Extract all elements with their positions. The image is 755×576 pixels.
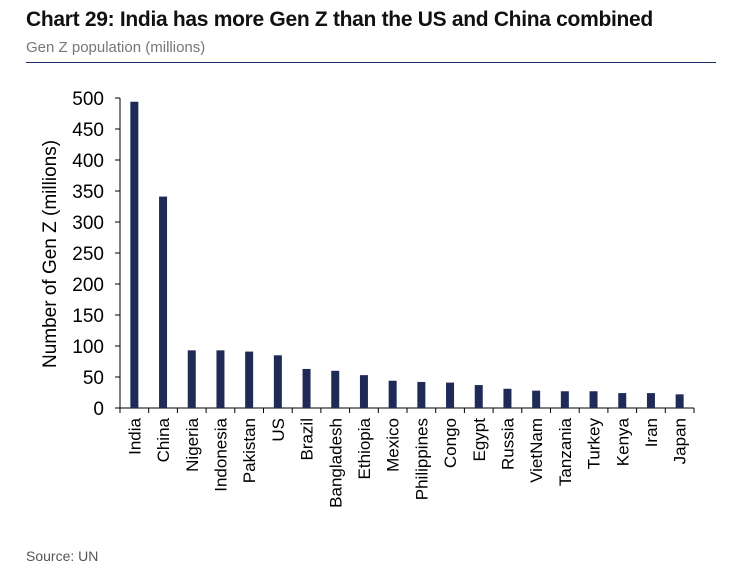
x-tick-label: Nigeria [183,417,202,471]
x-tick-label: Kenya [613,417,632,466]
y-tick-label: 300 [72,213,104,234]
bar-japan [675,394,684,408]
x-tick-label: Pakistan [240,418,259,483]
bar-pakistan [245,351,254,408]
x-tick-label: Russia [498,417,517,470]
x-tick-label: Tanzania [556,417,575,486]
y-axis: 0 50 100 150 200 250 300 350 400 450 500 [72,89,121,420]
bar-china [159,196,168,408]
bar-egypt [474,385,483,408]
source-note: Source: UN [26,548,99,564]
bar-brazil [302,368,311,408]
y-tick-label: 200 [72,275,104,296]
y-tick-label: 100 [72,337,104,358]
bar-iran [646,393,655,408]
x-tick-label: US [269,418,288,442]
y-tick-label: 350 [72,182,104,203]
x-tick-label: Ethiopia [355,417,374,479]
x-tick-label: China [154,417,173,462]
bar-mexico [388,380,397,408]
bar-nigeria [187,350,196,408]
bars [130,101,684,408]
y-tick-label: 150 [72,306,104,327]
chart-title: Chart 29: India has more Gen Z than the … [26,8,653,31]
bar-turkey [589,391,598,408]
bar-ethiopia [359,375,368,408]
y-axis-label: Number of Gen Z (millions) [40,140,61,368]
chart-subtitle: Gen Z population (millions) [26,39,206,56]
y-tick-label: 50 [83,368,104,389]
bar-vietnam [532,390,541,408]
x-tick-label: Egypt [470,418,489,462]
bar-bangladesh [331,370,340,408]
x-tick-label: Iran [642,418,661,447]
x-tick-label: Brazil [298,418,317,461]
y-tick-label: 450 [72,120,104,141]
x-tick-label: Turkey [585,418,604,470]
y-tick-label: 0 [93,399,104,420]
x-tick-label: Philippines [412,418,431,500]
bar-philippines [417,381,426,408]
bar-russia [503,388,512,408]
bar-chart: 0 50 100 150 200 250 300 350 400 450 500 India Chin… [40,89,695,508]
bar-kenya [618,393,627,408]
x-tick-label: India [125,417,144,454]
x-tick-label: Congo [441,418,460,468]
x-tick-labels: India China Nigeria Indonesia Pakistan US Braz… [125,417,689,507]
y-tick-label: 400 [72,151,104,172]
bar-india [130,101,139,408]
x-tick-label: Mexico [384,418,403,472]
x-tick-label: Japan [671,418,690,464]
bar-us [273,355,282,408]
y-tick-label: 500 [72,89,104,110]
y-tick-label: 250 [72,244,104,265]
bar-congo [446,382,455,408]
x-axis [119,407,695,413]
x-tick-label: VietNam [527,418,546,483]
x-tick-label: Indonesia [211,417,230,491]
title-divider [26,62,716,63]
bar-indonesia [216,350,225,408]
x-tick-label: Bangladesh [326,418,345,508]
bar-tanzania [560,391,569,408]
